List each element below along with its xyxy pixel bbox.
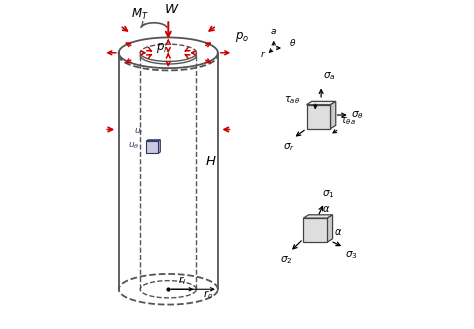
Text: $p_o$: $p_o$ xyxy=(236,30,250,44)
Polygon shape xyxy=(330,101,336,129)
Polygon shape xyxy=(146,140,160,141)
Polygon shape xyxy=(146,141,158,153)
Text: $\theta$: $\theta$ xyxy=(289,38,296,48)
Polygon shape xyxy=(327,215,333,242)
Text: $W$: $W$ xyxy=(164,3,180,16)
Text: $p_i$: $p_i$ xyxy=(156,41,168,55)
Text: $r_i$: $r_i$ xyxy=(178,274,186,287)
Polygon shape xyxy=(307,105,330,129)
Text: $\alpha$: $\alpha$ xyxy=(322,204,331,215)
Text: $\sigma_r$: $\sigma_r$ xyxy=(283,141,295,153)
Text: $H$: $H$ xyxy=(205,155,217,168)
Text: $\alpha$: $\alpha$ xyxy=(334,227,343,237)
Text: r: r xyxy=(261,50,264,59)
Text: $\sigma_a$: $\sigma_a$ xyxy=(323,70,335,82)
Polygon shape xyxy=(158,140,160,153)
Text: $u_\theta$: $u_\theta$ xyxy=(128,140,140,151)
Text: $M_T$: $M_T$ xyxy=(131,7,148,22)
Polygon shape xyxy=(303,218,327,242)
Text: $r_o$: $r_o$ xyxy=(203,288,214,301)
Text: $\tau_{a\theta}$: $\tau_{a\theta}$ xyxy=(284,94,300,106)
Polygon shape xyxy=(307,101,336,105)
Text: $\sigma_{\theta}$: $\sigma_{\theta}$ xyxy=(351,109,364,121)
Text: $\sigma_3$: $\sigma_3$ xyxy=(345,249,357,261)
Polygon shape xyxy=(303,215,333,218)
Text: a: a xyxy=(271,27,276,36)
Text: $\sigma_1$: $\sigma_1$ xyxy=(322,188,334,200)
Text: $\tau_{\theta a}$: $\tau_{\theta a}$ xyxy=(340,115,356,127)
Text: $u_i$: $u_i$ xyxy=(134,126,143,137)
Text: $\sigma_2$: $\sigma_2$ xyxy=(280,254,292,266)
